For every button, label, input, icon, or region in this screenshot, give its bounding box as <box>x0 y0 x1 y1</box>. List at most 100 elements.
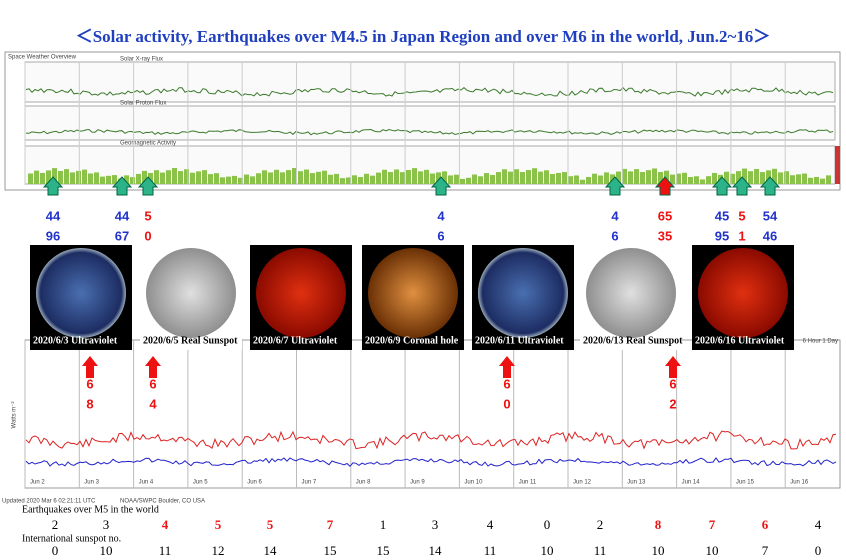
image-caption: 2020/6/13 Real Sunspot <box>583 335 683 346</box>
geomag-bar <box>544 170 549 184</box>
geomag-bar <box>436 172 441 184</box>
geomag-bar <box>28 173 33 184</box>
marker-top: 44 <box>46 208 61 223</box>
strip-title: Solar X-ray Flux <box>120 57 163 63</box>
geomag-bar <box>352 175 357 184</box>
geomag-bar <box>172 168 177 184</box>
geomag-bar <box>292 168 297 184</box>
geomag-bar <box>358 177 363 184</box>
geomag-bar <box>148 172 153 184</box>
quake-count: 4 <box>162 517 169 532</box>
sunspot-no: 10 <box>706 543 719 558</box>
geomag-bar <box>640 172 645 184</box>
marker-top: 45 <box>715 208 729 223</box>
sunspot-no: 10 <box>652 543 665 558</box>
geomag-bar <box>406 170 411 184</box>
geomag-bar <box>268 172 273 184</box>
geomag-bar <box>712 172 717 184</box>
geomag-bar <box>760 172 765 184</box>
geomag-bar <box>382 169 387 184</box>
geomag-bar <box>706 176 711 184</box>
geomag-bar <box>532 168 537 184</box>
sun-disk <box>36 248 126 338</box>
geomag-bar <box>208 174 213 184</box>
range-label: 6 Hour 1 Day <box>803 339 838 345</box>
geomag-bar <box>76 170 81 184</box>
arrow <box>42 176 64 196</box>
geomag-bar <box>742 168 747 184</box>
geomag-bar <box>274 169 279 184</box>
quake-count: 5 <box>267 517 274 532</box>
geomag-bar <box>70 172 75 184</box>
geomag-bar <box>388 172 393 184</box>
marker-bottom: 2 <box>669 396 676 411</box>
geomag-bar <box>400 172 405 184</box>
geomag-bar <box>784 171 789 184</box>
marker-top: 6 <box>669 376 676 391</box>
x-tick-label: Jun 8 <box>356 480 371 486</box>
quake-count: 2 <box>597 517 604 532</box>
geomag-bar <box>304 169 309 184</box>
x-tick-label: Jun 11 <box>519 480 537 486</box>
geomag-bar <box>580 179 585 184</box>
arrow <box>82 356 98 378</box>
x-tick-label: Jun 3 <box>84 480 99 486</box>
proton-strip <box>24 105 836 141</box>
geomag-bar <box>556 172 561 184</box>
geomag-bar <box>262 170 267 184</box>
xray-strip <box>24 61 836 103</box>
geomag-bar <box>184 169 189 184</box>
marker-top: 6 <box>86 376 93 391</box>
geomag-bar <box>430 173 435 184</box>
geomag-bar <box>730 173 735 184</box>
marker-top: 54 <box>763 208 778 223</box>
geomag-bar <box>772 168 777 184</box>
sunspot-no: 11 <box>484 543 497 558</box>
geomag-bar <box>364 173 369 184</box>
marker-bottom: 4 <box>149 396 157 411</box>
trace <box>25 128 834 136</box>
geomag-bar <box>202 170 207 184</box>
geomag-bar <box>178 171 183 184</box>
quake-count: 2 <box>52 517 59 532</box>
geomag-bar <box>502 169 507 184</box>
geomag-bar <box>142 170 147 184</box>
x-tick-label: Jun 10 <box>464 480 483 486</box>
geomag-bar <box>52 168 57 184</box>
x-tick-label: Jun 13 <box>627 480 646 486</box>
geomag-bar <box>808 177 813 184</box>
geomag-bar <box>466 177 471 184</box>
footer: Updated 2020 Mar 6 02:21:11 UTC <box>2 499 96 505</box>
geomag-bar <box>310 173 315 184</box>
geomag-bar <box>766 170 771 184</box>
sunspot-no: 0 <box>815 543 822 558</box>
quake-count: 7 <box>709 517 716 532</box>
sunspot-no: 10 <box>100 543 113 558</box>
geomag-bar <box>574 175 579 184</box>
geomag-bar <box>460 178 465 184</box>
footer: NOAA/SWPC Boulder, CO USA <box>120 499 205 505</box>
strip-title: Solar Proton Flux <box>120 101 166 107</box>
geomag-bar <box>478 176 483 184</box>
geomag-bar <box>64 169 69 184</box>
geomag-bar <box>34 170 39 184</box>
image-caption: 2020/6/3 Ultraviolet <box>33 335 118 346</box>
marker-top: 65 <box>658 208 672 223</box>
geomag-bar <box>412 168 417 184</box>
x-tick-label: Jun 15 <box>736 480 755 486</box>
title: ＜Solar activity, Earthquakes over M4.5 i… <box>76 27 771 46</box>
sun-disk <box>146 248 236 338</box>
geomag-bar <box>616 171 621 184</box>
geomag-bar <box>154 170 159 184</box>
marker-bottom: 95 <box>715 228 729 243</box>
panel-header: Space Weather Overview <box>8 55 77 61</box>
geomag-bar <box>802 173 807 184</box>
geomag-bar <box>238 177 243 184</box>
geomag-bar <box>130 177 135 184</box>
geomag-bar <box>754 169 759 184</box>
x-tick-label: Jun 4 <box>139 480 154 486</box>
image-caption: 2020/6/7 Ultraviolet <box>253 335 338 346</box>
geomag-bar <box>454 174 459 184</box>
geomag-bar <box>100 176 105 184</box>
